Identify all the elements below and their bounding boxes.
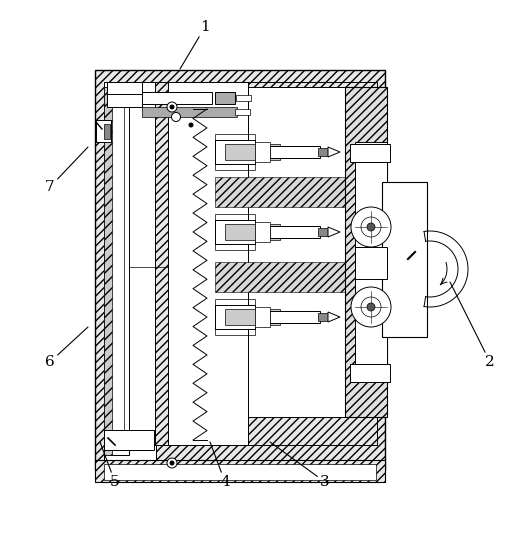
Circle shape bbox=[167, 458, 177, 468]
Bar bbox=[104, 87, 129, 455]
Bar bbox=[235, 109, 250, 115]
Bar bbox=[215, 299, 255, 335]
Bar bbox=[215, 214, 255, 250]
Text: 6: 6 bbox=[45, 327, 88, 369]
Text: 4: 4 bbox=[210, 442, 230, 489]
Bar bbox=[270, 311, 320, 323]
Bar bbox=[108, 92, 124, 450]
Bar bbox=[255, 307, 270, 327]
Bar bbox=[96, 120, 111, 142]
Bar bbox=[236, 95, 251, 101]
Bar bbox=[270, 146, 320, 158]
Bar bbox=[345, 87, 387, 417]
Bar bbox=[382, 182, 427, 337]
Bar bbox=[104, 82, 156, 460]
Circle shape bbox=[171, 112, 181, 121]
Bar bbox=[355, 247, 387, 279]
Bar bbox=[104, 124, 110, 139]
Bar bbox=[318, 228, 328, 236]
Circle shape bbox=[367, 223, 375, 231]
Polygon shape bbox=[328, 227, 340, 237]
Circle shape bbox=[189, 123, 193, 127]
Bar bbox=[255, 222, 270, 242]
Bar bbox=[355, 142, 387, 372]
Bar bbox=[142, 107, 237, 117]
Bar bbox=[270, 226, 320, 238]
Bar bbox=[225, 309, 280, 325]
Bar bbox=[215, 134, 255, 170]
Circle shape bbox=[170, 461, 174, 465]
Circle shape bbox=[361, 297, 381, 317]
Text: 2: 2 bbox=[450, 282, 495, 369]
Bar bbox=[318, 313, 328, 321]
Bar bbox=[225, 224, 280, 240]
Bar bbox=[95, 70, 385, 470]
Text: 1: 1 bbox=[180, 20, 210, 69]
Bar bbox=[350, 364, 390, 382]
Bar bbox=[318, 148, 328, 156]
Bar bbox=[104, 87, 112, 455]
Bar bbox=[225, 144, 280, 160]
Bar bbox=[104, 464, 376, 480]
Polygon shape bbox=[328, 147, 340, 157]
Bar bbox=[255, 142, 270, 162]
Circle shape bbox=[167, 102, 177, 112]
Bar bbox=[155, 82, 377, 445]
Bar bbox=[215, 220, 255, 244]
Text: 5: 5 bbox=[100, 442, 120, 489]
Bar bbox=[142, 92, 212, 104]
Bar bbox=[215, 92, 235, 104]
Bar bbox=[215, 305, 255, 329]
Circle shape bbox=[361, 217, 381, 237]
Text: 7: 7 bbox=[45, 147, 88, 194]
Bar bbox=[215, 140, 255, 164]
Bar bbox=[248, 87, 378, 417]
Bar bbox=[168, 82, 248, 445]
Circle shape bbox=[367, 303, 375, 311]
Bar bbox=[107, 82, 142, 94]
Circle shape bbox=[351, 207, 391, 247]
Bar bbox=[104, 430, 154, 450]
Bar bbox=[350, 144, 390, 162]
Bar bbox=[95, 460, 385, 482]
Bar bbox=[215, 262, 350, 292]
Circle shape bbox=[351, 287, 391, 327]
Circle shape bbox=[170, 105, 174, 109]
Bar bbox=[107, 89, 142, 107]
Bar bbox=[215, 177, 350, 207]
Polygon shape bbox=[328, 312, 340, 322]
Text: 3: 3 bbox=[270, 442, 330, 489]
